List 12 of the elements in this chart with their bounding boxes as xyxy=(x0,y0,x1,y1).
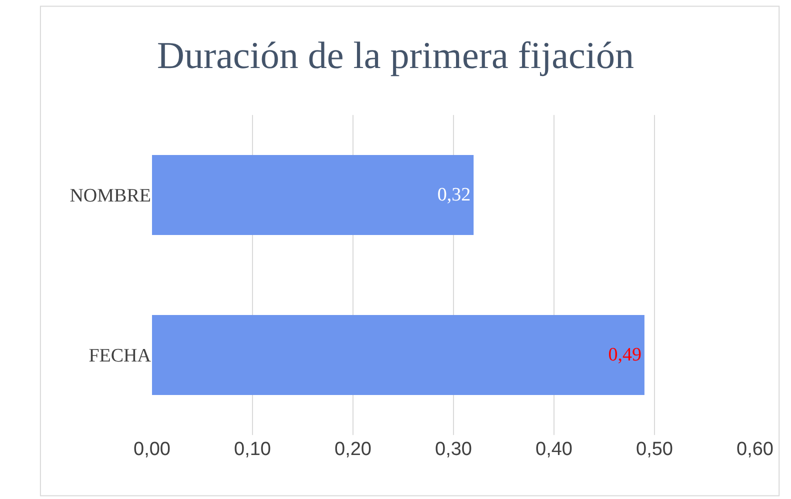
x-tick-label: 0,40 xyxy=(536,439,572,460)
chart-title: Duración de la primera fijación xyxy=(157,35,634,78)
data-label: 0,49 xyxy=(608,344,642,366)
x-tick-label: 0,50 xyxy=(636,439,673,460)
x-tick-label: 0,20 xyxy=(334,439,372,460)
x-tick-label: 0,00 xyxy=(134,439,170,460)
y-tick-label: NOMBRE xyxy=(70,186,151,207)
x-tick-label: 0,30 xyxy=(435,439,472,460)
y-tick-label: FECHA xyxy=(88,346,152,367)
x-tick-label: 0,60 xyxy=(736,439,774,460)
data-label: 0,32 xyxy=(437,184,471,206)
x-tick-label: 0,10 xyxy=(234,439,271,460)
